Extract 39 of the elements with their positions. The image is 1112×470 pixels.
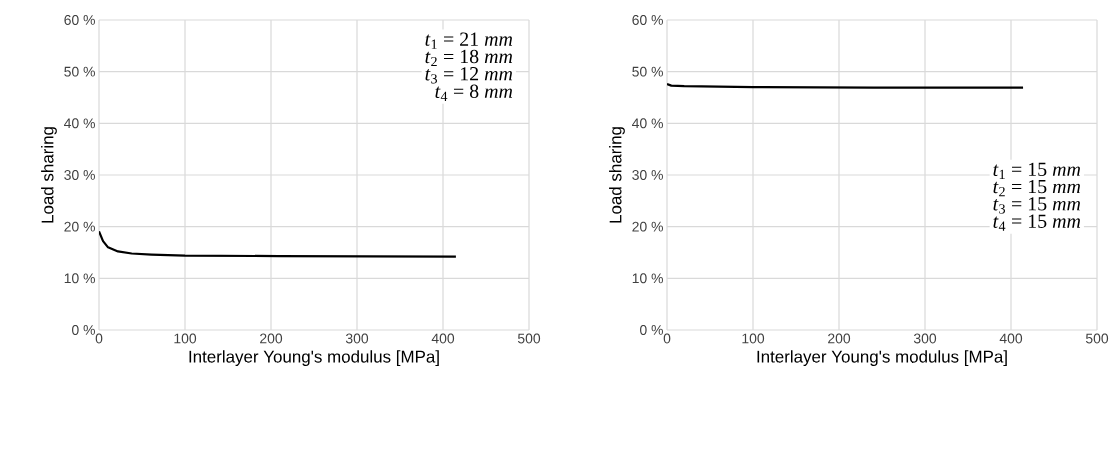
y-tick-label: 50 % <box>64 66 95 77</box>
y-tick-label: 0 % <box>640 325 663 335</box>
y-axis-title: Load sharing <box>41 127 57 223</box>
x-tick-label: 400 <box>431 333 455 344</box>
y-tick-label: 0 % <box>72 325 95 335</box>
x-tick-label: 300 <box>345 333 369 344</box>
y-tick-label: 30 % <box>64 170 95 180</box>
line-series <box>99 230 458 258</box>
x-tick-label: 500 <box>1085 333 1109 344</box>
y-tick-label: 40 % <box>632 118 663 129</box>
annotation: t$_{3}$ = 15 mm <box>993 197 1081 214</box>
annotation: t$_{3}$ = 12 mm <box>425 67 513 84</box>
y-axis-title: Load sharing <box>609 127 625 223</box>
x-tick-label: 0 <box>663 333 671 344</box>
annotation: t$_{4}$ = 15 mm <box>993 214 1081 231</box>
x-tick-label: 400 <box>999 333 1023 344</box>
x-tick-label: 200 <box>260 333 283 344</box>
x-tick-label: 0 <box>95 333 103 344</box>
y-tick-label: 60 % <box>64 15 95 25</box>
y-tick-label: 10 % <box>64 273 95 284</box>
x-axis-title: Interlayer Young's modulus [MPa] <box>757 350 1007 367</box>
x-tick-label: 300 <box>913 333 937 344</box>
annotation: t$_{1}$ = 15 mm <box>993 162 1081 179</box>
y-tick-label: 50 % <box>632 66 663 77</box>
x-axis-title: Interlayer Young's modulus [MPa] <box>189 350 439 367</box>
y-tick-label: 30 % <box>632 170 663 180</box>
x-tick-label: 200 <box>828 333 851 344</box>
y-tick-label: 10 % <box>632 273 663 284</box>
x-tick-label: 500 <box>517 333 541 344</box>
annotation: t$_{4}$ = 8 mm <box>435 84 513 101</box>
y-tick-label: 20 % <box>64 221 95 232</box>
y-tick-label: 40 % <box>64 118 95 129</box>
y-tick-label: 60 % <box>632 15 663 25</box>
annotation: t$_{2}$ = 18 mm <box>425 49 513 67</box>
annotation: t$_{2}$ = 15 mm <box>993 179 1081 197</box>
annotation: t$_{1}$ = 21 mm <box>425 32 513 49</box>
y-tick-label: 20 % <box>632 221 663 232</box>
x-tick-label: 100 <box>742 333 765 344</box>
x-tick-label: 100 <box>174 333 197 344</box>
